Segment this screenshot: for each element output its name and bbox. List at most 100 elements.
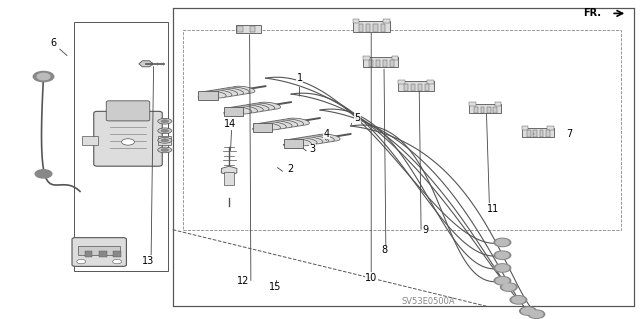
Circle shape [512,297,525,303]
Bar [522,126,528,130]
Text: 4: 4 [323,129,330,139]
Bar [428,80,434,84]
Text: 6: 6 [50,38,56,48]
Bar [533,130,537,137]
Ellipse shape [161,120,169,123]
Ellipse shape [257,123,280,130]
Bar [159,136,172,145]
Bar [418,84,422,91]
Text: 2: 2 [287,164,293,174]
Text: 3: 3 [309,144,316,154]
Bar [411,84,415,91]
Ellipse shape [288,139,311,146]
Bar [237,26,243,32]
Text: 10: 10 [365,272,378,283]
Circle shape [530,311,543,317]
Circle shape [494,251,511,259]
Bar [284,138,303,148]
Circle shape [37,73,50,80]
Ellipse shape [294,138,317,145]
Circle shape [122,139,134,145]
Ellipse shape [269,121,292,128]
Bar [113,251,120,257]
Circle shape [500,283,517,291]
Ellipse shape [252,103,275,110]
FancyBboxPatch shape [72,238,127,266]
Ellipse shape [300,137,323,144]
Ellipse shape [311,135,334,142]
Bar [236,25,261,33]
Bar [82,136,98,145]
Bar [540,130,543,137]
Ellipse shape [257,102,280,109]
Bar [392,56,398,60]
Circle shape [496,265,509,271]
Ellipse shape [157,128,172,134]
Ellipse shape [280,119,303,126]
Ellipse shape [228,107,252,114]
Circle shape [494,238,511,247]
Text: SV53E0500A: SV53E0500A [402,297,456,306]
Text: 7: 7 [566,129,573,139]
Circle shape [502,284,515,290]
Bar [398,81,434,91]
Ellipse shape [157,147,172,153]
Bar [376,60,380,67]
Circle shape [520,307,536,315]
Ellipse shape [246,104,269,111]
Bar [224,107,243,116]
Bar [493,107,497,113]
Bar [425,84,429,91]
Circle shape [113,259,122,264]
Ellipse shape [226,87,249,94]
Ellipse shape [203,91,226,98]
Ellipse shape [214,89,237,96]
Bar [364,57,398,67]
Ellipse shape [240,105,263,112]
Circle shape [35,170,52,178]
Bar [250,26,255,32]
Ellipse shape [263,122,286,129]
Ellipse shape [209,90,232,97]
Bar [366,24,371,32]
Circle shape [494,264,511,272]
Bar [79,246,120,255]
Bar [353,19,359,23]
Ellipse shape [161,148,169,152]
Text: 15: 15 [269,282,282,292]
Circle shape [496,239,509,246]
Text: 9: 9 [422,225,429,235]
Bar [383,60,387,67]
Text: 11: 11 [486,204,499,214]
Bar [547,126,554,130]
Ellipse shape [286,118,309,125]
FancyBboxPatch shape [106,101,150,121]
Bar [481,107,484,113]
Bar [381,24,385,32]
Circle shape [494,277,511,285]
Ellipse shape [161,129,169,132]
Text: 13: 13 [142,256,155,266]
Bar [383,19,390,23]
Text: 1: 1 [296,73,303,83]
Bar [198,91,218,100]
Bar [546,130,550,137]
Text: 14: 14 [224,119,237,130]
Ellipse shape [234,106,257,113]
Bar [99,251,106,257]
Bar [224,172,234,185]
Ellipse shape [220,88,243,95]
FancyBboxPatch shape [94,111,163,166]
Bar [390,60,394,67]
Bar [373,24,378,32]
Bar [495,102,501,106]
Bar [469,102,476,106]
Bar [522,128,554,137]
Ellipse shape [317,134,340,141]
Bar [474,107,478,113]
Circle shape [522,308,534,314]
Text: FR.: FR. [584,8,602,19]
Bar [253,122,272,132]
Ellipse shape [157,118,172,124]
Bar [364,56,370,60]
